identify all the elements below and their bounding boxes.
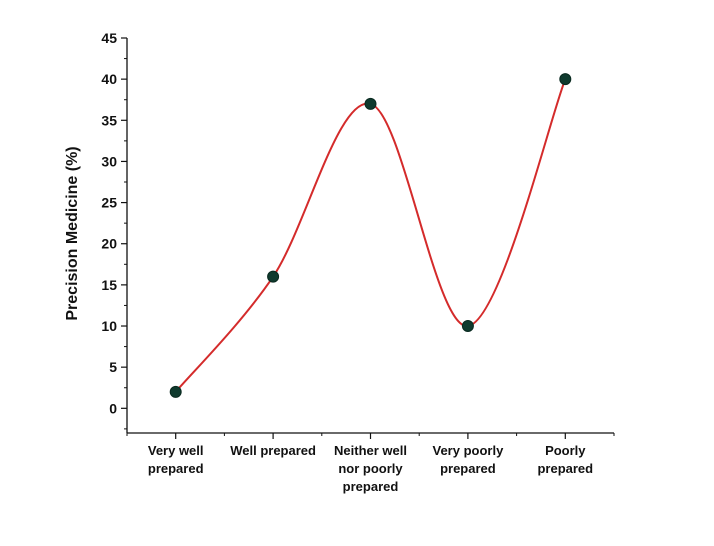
x-tick-label: Very poorly prepared <box>432 443 504 476</box>
data-point <box>364 97 377 110</box>
series-line <box>174 78 567 393</box>
data-point <box>559 73 572 86</box>
y-tick-label: 10 <box>101 318 117 334</box>
y-tick-label: 20 <box>101 236 117 252</box>
y-tick-label: 5 <box>109 359 117 375</box>
y-axis-title: Precision Medicine (%) <box>64 146 81 320</box>
y-tick-label: 40 <box>101 71 117 87</box>
y-tick-label: 15 <box>101 277 117 293</box>
x-tick-label: Neither well nor poorly prepared <box>334 443 407 494</box>
y-tick-label: 25 <box>101 195 117 211</box>
y-tick-label: 0 <box>109 400 117 416</box>
data-point <box>169 385 182 398</box>
x-tick-label: Very well prepared <box>148 443 204 476</box>
y-axis-ticks: 0 5 10 15 20 25 30 35 40 45 <box>101 30 127 430</box>
axes <box>126 38 614 434</box>
y-tick-label: 35 <box>101 112 117 128</box>
x-tick-label: Poorly prepared <box>537 443 593 476</box>
y-tick-label: 45 <box>101 30 117 46</box>
data-point <box>267 270 280 283</box>
data-point <box>461 320 474 333</box>
x-tick-label: Well prepared <box>230 443 316 458</box>
y-tick-label: 30 <box>101 153 117 169</box>
x-axis-ticks: Very well prepared Well prepared Neither we… <box>126 433 615 494</box>
data-points <box>169 73 572 398</box>
